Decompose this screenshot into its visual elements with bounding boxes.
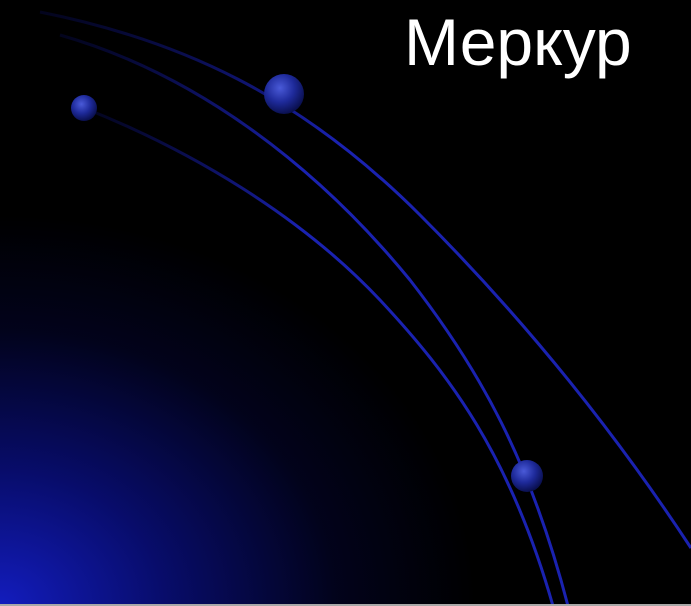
planet-lower bbox=[511, 460, 543, 492]
planet-small bbox=[71, 95, 97, 121]
orbit-arc-middle bbox=[59, 33, 570, 606]
slide-title: Меркур bbox=[404, 5, 632, 79]
bottom-divider bbox=[0, 604, 691, 606]
orbit-arc-outer bbox=[39, 10, 691, 549]
orbit-arc-inner bbox=[83, 106, 555, 606]
planet-large bbox=[264, 74, 304, 114]
